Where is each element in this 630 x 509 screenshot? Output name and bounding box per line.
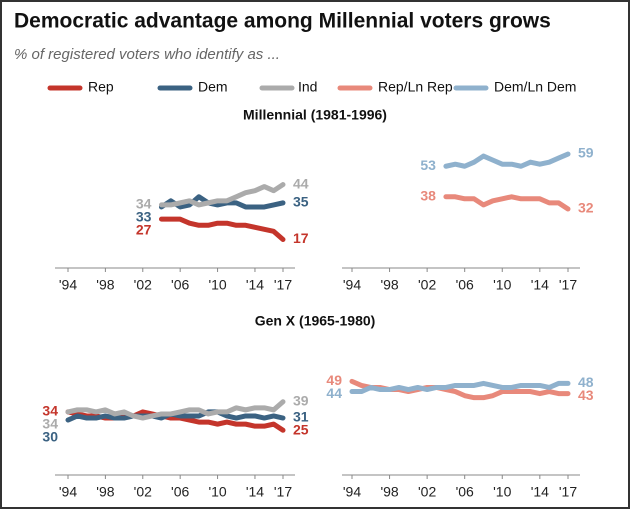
legend-label: Rep: [88, 79, 114, 95]
x-tick-label: '02: [418, 277, 436, 293]
x-tick-label: '10: [493, 277, 511, 293]
legend-label: Rep/Ln Rep: [378, 79, 453, 95]
chart-subtitle: % of registered voters who identify as .…: [14, 46, 280, 63]
legend-label: Dem/Ln Dem: [494, 79, 576, 95]
end-label: 48: [578, 374, 594, 390]
x-tick-label: '14: [246, 484, 264, 500]
x-tick-label: '17: [559, 277, 577, 293]
series-line: [443, 194, 571, 212]
x-tick-label: '17: [559, 484, 577, 500]
series-line: [443, 151, 571, 169]
start-label: 27: [136, 222, 152, 238]
series-line: [349, 380, 571, 395]
x-tick-label: '14: [246, 277, 264, 293]
x-tick-label: '10: [208, 277, 226, 293]
legend-label: Dem: [198, 79, 228, 95]
x-tick-label: '98: [96, 277, 114, 293]
series-line: [158, 182, 286, 208]
series-line: [158, 216, 286, 243]
end-label: 44: [293, 175, 309, 191]
x-tick-label: '98: [96, 484, 114, 500]
x-tick-label: '02: [134, 484, 152, 500]
x-tick-label: '17: [274, 277, 292, 293]
x-tick-label: '98: [380, 484, 398, 500]
x-tick-label: '14: [531, 484, 549, 500]
panel-title: Millennial (1981-1996): [243, 107, 387, 123]
legend-label: Ind: [298, 79, 317, 95]
series-line: [158, 194, 286, 210]
x-tick-label: '14: [531, 277, 549, 293]
start-label: 34: [136, 196, 152, 212]
x-tick-label: '06: [171, 484, 189, 500]
x-tick-label: '02: [134, 277, 152, 293]
x-tick-label: '17: [274, 484, 292, 500]
chart-title: Democratic advantage among Millennial vo…: [14, 10, 551, 33]
start-label: 44: [326, 385, 342, 401]
start-label: 33: [136, 209, 152, 225]
x-tick-label: '06: [171, 277, 189, 293]
start-label: 49: [326, 372, 342, 388]
start-label: 34: [42, 416, 58, 432]
start-label: 34: [42, 403, 58, 419]
end-label: 39: [293, 392, 309, 408]
end-label: 35: [293, 194, 309, 210]
end-label: 31: [293, 409, 309, 425]
x-tick-label: '10: [493, 484, 511, 500]
x-tick-label: '02: [418, 484, 436, 500]
panel-title: Gen X (1965-1980): [255, 313, 376, 329]
x-tick-label: '06: [456, 484, 474, 500]
x-tick-label: '10: [208, 484, 226, 500]
x-tick-label: '94: [59, 277, 77, 293]
x-tick-label: '94: [59, 484, 77, 500]
end-label: 32: [578, 200, 594, 216]
end-label: 43: [578, 387, 594, 403]
x-tick-label: '98: [380, 277, 398, 293]
start-label: 38: [420, 187, 436, 203]
end-label: 59: [578, 145, 594, 161]
end-label: 25: [293, 422, 309, 438]
series-line: [65, 399, 286, 421]
x-tick-label: '06: [456, 277, 474, 293]
x-tick-label: '94: [343, 277, 361, 293]
end-label: 17: [293, 230, 309, 246]
start-label: 30: [42, 429, 58, 445]
start-label: 53: [420, 157, 436, 173]
x-tick-label: '94: [343, 484, 361, 500]
